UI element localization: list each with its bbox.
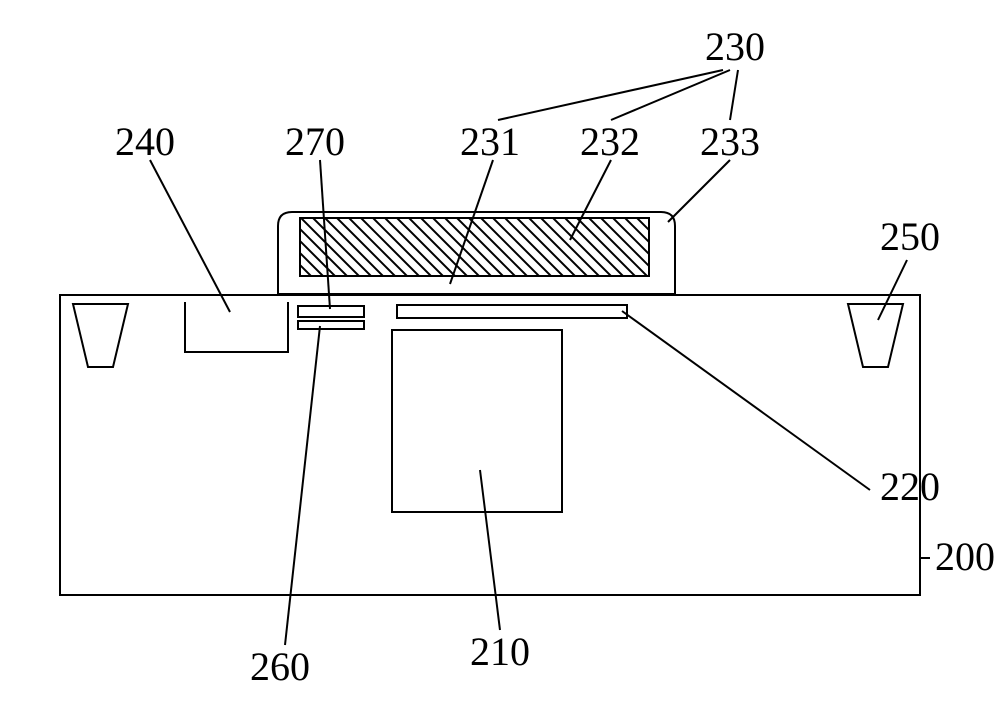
engineering-cross-section-diagram: 230 231 232 233 240 270 250 220 200 210 260: [0, 0, 1000, 725]
leader-l230c: [730, 70, 738, 120]
small-rect-260: [298, 321, 364, 329]
leader-l230b: [611, 70, 730, 120]
label-220: 220: [880, 464, 940, 509]
label-250: 250: [880, 214, 940, 259]
leader-l230a: [498, 70, 723, 120]
isolation-right-250: [848, 304, 903, 367]
label-232: 232: [580, 119, 640, 164]
label-200: 200: [935, 534, 995, 579]
leader-l240: [150, 160, 230, 312]
label-270: 270: [285, 119, 345, 164]
recess-240: [185, 302, 288, 352]
label-210: 210: [470, 629, 530, 674]
leader-l210: [480, 470, 500, 630]
leader-l220: [622, 311, 870, 490]
leader-l250: [878, 260, 907, 320]
isolation-left-250: [73, 304, 128, 367]
leader-l233: [668, 160, 730, 222]
gate-layer-232: [250, 0, 699, 676]
reference-labels: 230 231 232 233 240 270 250 220 200 210 260: [115, 24, 995, 689]
thin-strip-220: [397, 305, 627, 318]
label-240: 240: [115, 119, 175, 164]
deep-well-210: [392, 330, 562, 512]
label-233: 233: [700, 119, 760, 164]
leader-l260: [285, 326, 320, 645]
small-rect-270: [298, 306, 364, 317]
label-230: 230: [705, 24, 765, 69]
label-231: 231: [460, 119, 520, 164]
leader-lines: [150, 70, 930, 645]
label-260: 260: [250, 644, 310, 689]
